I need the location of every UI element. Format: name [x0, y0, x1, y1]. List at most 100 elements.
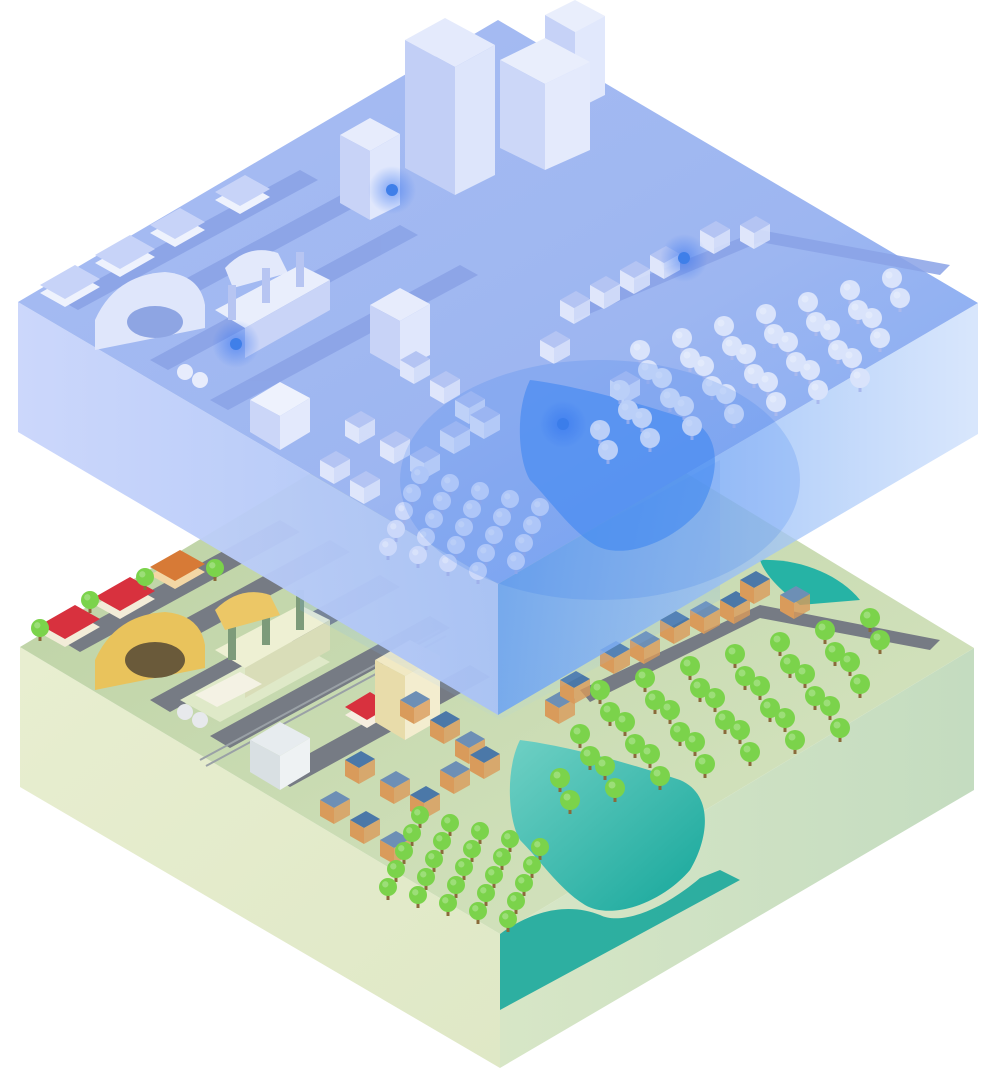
house-icon [740, 571, 770, 604]
tree-icon [800, 360, 820, 384]
tree-icon [605, 778, 625, 802]
house-icon [345, 411, 375, 444]
tree-icon [499, 910, 517, 932]
house-icon [540, 331, 570, 364]
tree-icon [523, 516, 541, 538]
house-icon [400, 351, 430, 384]
house-icon [545, 691, 575, 724]
tree-icon [716, 384, 736, 408]
tree-icon [485, 526, 503, 548]
house-icon [350, 471, 380, 504]
tree-icon [674, 396, 694, 420]
tree-icon [493, 508, 511, 530]
tree-icon [862, 308, 882, 332]
tree-icon [610, 380, 630, 404]
tree-icon [485, 866, 503, 888]
twin-side-right [498, 303, 978, 715]
tree-icon [705, 688, 725, 712]
house-icon [620, 261, 650, 294]
tree-icon [630, 340, 650, 364]
tree-icon [403, 824, 421, 846]
tree-icon [740, 742, 760, 766]
house-icon [380, 771, 410, 804]
twin-factory [95, 250, 330, 388]
tree-icon [685, 732, 705, 756]
tree-icon [387, 860, 405, 882]
tree-icon [463, 840, 481, 862]
tree-icon [670, 722, 690, 746]
tree-icon [860, 608, 880, 632]
twin-top [18, 20, 978, 584]
tree-icon [725, 644, 745, 668]
house-icon [740, 216, 770, 249]
tree-icon [635, 668, 655, 692]
tree-icon [81, 591, 99, 613]
tree-icon [780, 654, 800, 678]
tree-icon [830, 718, 850, 742]
house-icon [430, 711, 460, 744]
tree-icon [850, 368, 870, 392]
tree-icon [471, 822, 489, 844]
tree-icon [714, 316, 734, 340]
tree-icon [136, 568, 154, 590]
tree-icon [598, 440, 618, 464]
house-icon [320, 451, 350, 484]
house-icon [400, 691, 430, 724]
tree-icon [882, 268, 902, 292]
tree-icon [736, 344, 756, 368]
tree-icon [523, 856, 541, 878]
tree-icon [507, 892, 525, 914]
tree-icon [447, 876, 465, 898]
tree-icon [730, 720, 750, 744]
lake-shore [500, 870, 740, 1010]
tree-icon [652, 368, 672, 392]
tree-icon [515, 534, 533, 556]
tree-icon [595, 756, 615, 780]
twin-side-left [18, 302, 498, 715]
tree-icon [590, 680, 610, 704]
tree-icon [758, 372, 778, 396]
tree-icon [825, 642, 845, 666]
tree-icon [590, 420, 610, 444]
tree-icon [798, 292, 818, 316]
tree-icon [682, 416, 702, 440]
tree-icon [680, 656, 700, 680]
tree-icon [395, 502, 413, 524]
tree-icon [477, 544, 495, 566]
tree-icon [531, 838, 549, 860]
tree-icon [694, 356, 714, 380]
tree-icon [31, 619, 49, 641]
tree-icon [206, 559, 224, 581]
tree-icon [750, 676, 770, 700]
tree-icon [580, 746, 600, 770]
tree-icon [463, 500, 481, 522]
tree-icon [441, 814, 459, 836]
house-icon [560, 291, 590, 324]
house-icon [380, 431, 410, 464]
lake-top-right [760, 559, 860, 605]
tree-icon [411, 466, 429, 488]
tree-icon [840, 280, 860, 304]
tree-icon [672, 328, 692, 352]
tree-icon [632, 408, 652, 432]
tree-icon [820, 320, 840, 344]
tree-icon [615, 712, 635, 736]
house-icon [590, 276, 620, 309]
tree-icon [890, 288, 910, 312]
tree-icon [808, 380, 828, 404]
house-icon [440, 761, 470, 794]
tree-icon [433, 492, 451, 514]
tree-icon [870, 328, 890, 352]
house-icon [440, 421, 470, 454]
tree-icon [379, 878, 397, 900]
tree-icon [785, 730, 805, 754]
house-icon [470, 746, 500, 779]
ground-side-left [20, 647, 500, 1068]
tree-icon [795, 664, 815, 688]
tree-icon [493, 848, 511, 870]
tree-icon [439, 554, 457, 576]
tree-icon [600, 702, 620, 726]
tree-icon [455, 858, 473, 880]
house-icon [320, 791, 350, 824]
tree-icon [645, 690, 665, 714]
